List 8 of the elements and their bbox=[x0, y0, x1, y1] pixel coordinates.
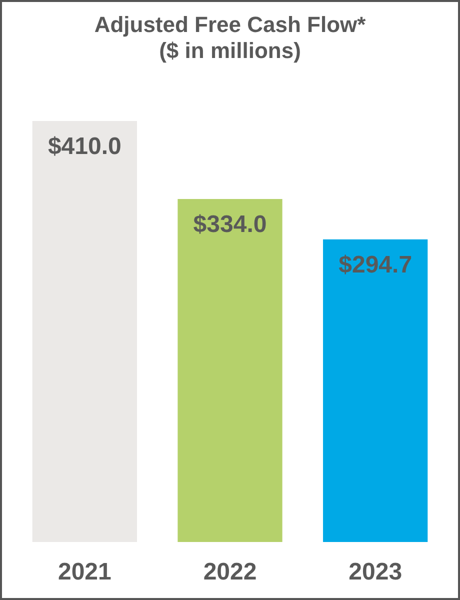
data-label: $334.0 bbox=[193, 211, 267, 238]
data-label: $294.7 bbox=[338, 251, 412, 278]
chart-title: Adjusted Free Cash Flow* bbox=[94, 12, 366, 37]
x-tick-label: 2023 bbox=[348, 558, 402, 586]
x-tick-label: 2021 bbox=[58, 558, 112, 586]
chart-subtitle: ($ in millions) bbox=[159, 38, 301, 63]
x-tick-label: 2022 bbox=[203, 558, 257, 586]
data-label: $410.0 bbox=[48, 133, 122, 160]
